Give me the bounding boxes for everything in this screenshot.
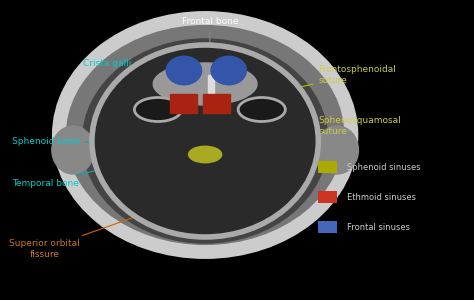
FancyBboxPatch shape (319, 221, 337, 233)
Text: Temporal bone: Temporal bone (12, 168, 102, 188)
Text: Frontal bone: Frontal bone (182, 16, 238, 53)
Ellipse shape (166, 56, 201, 85)
Bar (208, 75, 214, 98)
Bar (170, 94, 197, 112)
Ellipse shape (82, 39, 328, 243)
Text: Frontal sinuses: Frontal sinuses (346, 223, 410, 232)
Ellipse shape (52, 126, 94, 174)
Ellipse shape (92, 45, 319, 237)
Text: Ethmoid sinuses: Ethmoid sinuses (346, 193, 416, 202)
Text: Crista galli: Crista galli (82, 58, 206, 90)
Ellipse shape (135, 98, 182, 122)
Ellipse shape (316, 126, 358, 174)
Text: Superior orbital
fissure: Superior orbital fissure (9, 208, 159, 259)
FancyBboxPatch shape (319, 161, 337, 173)
Ellipse shape (189, 146, 222, 163)
Ellipse shape (211, 56, 246, 85)
Ellipse shape (153, 63, 257, 105)
Text: Sphenoid bone: Sphenoid bone (12, 136, 149, 146)
Ellipse shape (59, 18, 351, 252)
Bar (203, 94, 230, 112)
Ellipse shape (238, 98, 285, 122)
Text: Sphenosquamosal
suture: Sphenosquamosal suture (299, 116, 401, 136)
Text: Frontosphenoidal
suture: Frontosphenoidal suture (289, 65, 396, 90)
FancyBboxPatch shape (319, 191, 337, 203)
Text: Sphenoid sinuses: Sphenoid sinuses (346, 163, 420, 172)
